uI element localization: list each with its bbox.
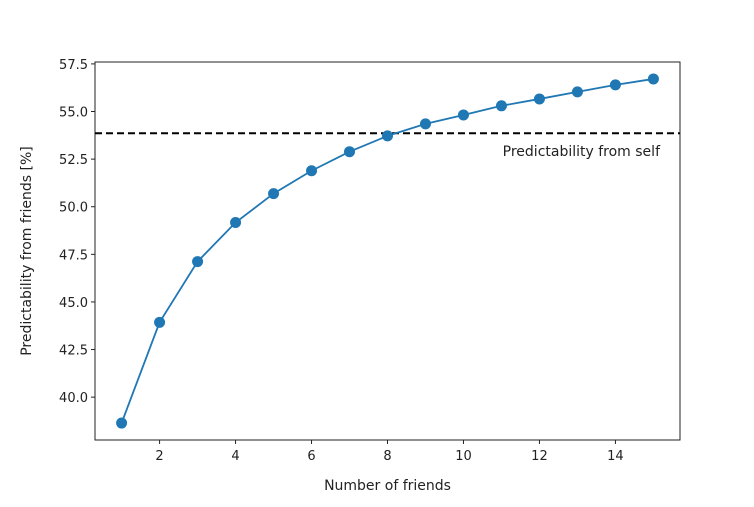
data-point <box>609 79 621 91</box>
data-point <box>419 118 431 130</box>
data-point <box>268 188 280 200</box>
data-point <box>192 256 204 268</box>
x-tick-label: 6 <box>307 449 315 464</box>
x-tick-label: 8 <box>383 449 391 464</box>
data-point <box>154 316 166 328</box>
y-tick-label: 52.5 <box>59 153 88 168</box>
data-point <box>344 146 356 158</box>
plot-frame <box>94 61 681 441</box>
x-tick-label: 12 <box>531 449 548 464</box>
x-tick-label: 2 <box>155 449 163 464</box>
data-point <box>230 217 242 229</box>
data-point <box>457 109 469 121</box>
data-point <box>533 93 545 105</box>
data-point <box>306 165 318 177</box>
y-tick-label: 40.0 <box>59 391 88 406</box>
data-point <box>647 73 659 85</box>
y-axis-label: Predictability from friends [%] <box>19 146 35 356</box>
x-tick-label: 14 <box>607 449 624 464</box>
data-point <box>495 100 507 112</box>
x-tick-label: 10 <box>455 449 472 464</box>
y-tick-label: 42.5 <box>59 344 88 359</box>
y-tick-label: 55.0 <box>59 106 88 121</box>
reference-line-label: Predictability from self <box>503 144 661 160</box>
y-tick-label: 57.5 <box>59 58 88 73</box>
y-tick-label: 50.0 <box>59 201 88 216</box>
y-tick-label: 47.5 <box>59 248 88 263</box>
x-tick-label: 4 <box>231 449 239 464</box>
y-tick-label: 45.0 <box>59 296 88 311</box>
x-axis-label: Number of friends <box>324 478 451 494</box>
data-point <box>382 130 393 142</box>
data-point <box>571 86 583 98</box>
data-point <box>116 417 128 429</box>
